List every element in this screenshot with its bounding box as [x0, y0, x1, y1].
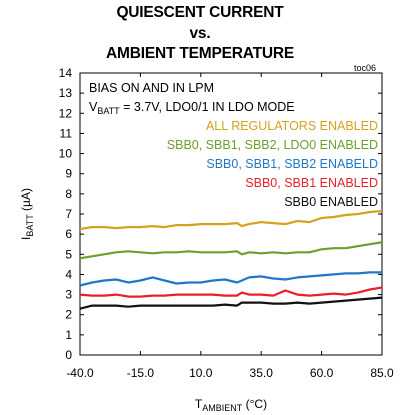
chart-title-line-3: AMBIENT TEMPERATURE	[106, 45, 294, 62]
series-line	[79, 271, 382, 287]
y-tick-label: 7	[65, 207, 72, 221]
y-tick-label: 9	[65, 167, 72, 181]
y-tick-label: 6	[65, 227, 72, 241]
series-line	[79, 241, 383, 260]
x-tick-label: 10.0	[189, 366, 213, 380]
x-axis-label: TAMBIENT (°C)	[195, 397, 267, 413]
y-axis-label: IBATT (µA)	[19, 188, 35, 240]
series-label: SBB0, SBB1, SBB2, LDO0 ENABLED	[167, 138, 378, 152]
y-tick-label: 2	[65, 308, 72, 322]
series-label: SBB0 ENABLED	[284, 195, 378, 209]
series-line	[79, 286, 383, 298]
series-line	[79, 296, 383, 310]
y-tick-label: 3	[65, 288, 72, 302]
y-tick-label: 5	[65, 247, 72, 261]
y-tick-label: 8	[65, 187, 72, 201]
y-tick-label: 12	[59, 106, 73, 120]
y-tick-label: 4	[65, 267, 72, 281]
vbatt-note: VBATT = 3.7V, LDO0/1 IN LDO MODE	[89, 100, 295, 116]
series-line	[79, 209, 383, 231]
condition-note: BIAS ON AND IN LPM	[89, 81, 214, 95]
x-tick-label: 60.0	[310, 366, 334, 380]
y-tick-label: 11	[60, 126, 73, 140]
y-tick-label: 0	[65, 348, 72, 362]
plot-frame	[79, 72, 383, 356]
y-tick-label: 1	[65, 328, 72, 342]
series-label: SBB0, SBB1, SBB2 ENABELD	[206, 157, 378, 171]
series-label: ALL REGULATORS ENABLED	[206, 119, 378, 133]
x-tick-label: -40.0	[66, 366, 94, 380]
series-label: SBB0, SBB1 ENABLED	[245, 176, 378, 190]
chart-title-line-2: vs.	[189, 25, 211, 42]
x-tick-label: -15.0	[127, 366, 155, 380]
y-tick-label: 10	[59, 147, 73, 161]
x-tick-label: 85.0	[370, 366, 394, 380]
y-tick-label: 14	[59, 66, 73, 80]
x-tick-label: 35.0	[250, 366, 274, 380]
y-tick-label: 13	[59, 86, 73, 100]
figure-tag: toc06	[354, 63, 377, 73]
chart-title-line-1: QUIESCENT CURRENT	[116, 4, 284, 21]
